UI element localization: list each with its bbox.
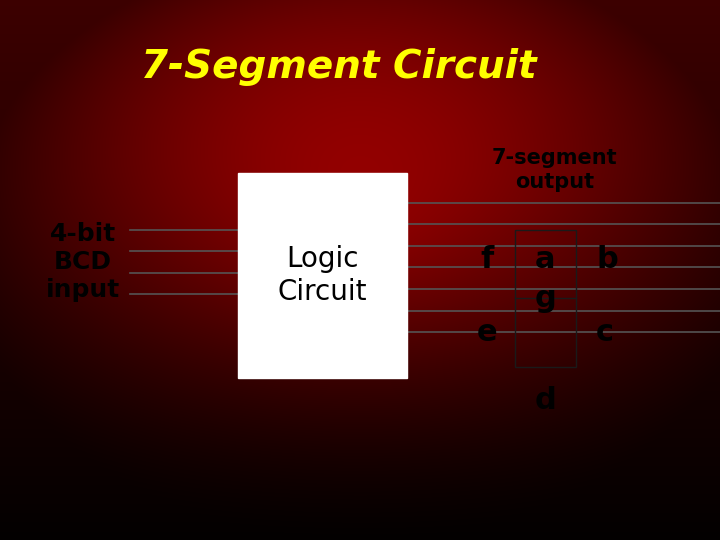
Text: g: g [534,284,557,313]
Text: 7-Segment Circuit: 7-Segment Circuit [140,49,536,86]
Text: 4-bit
BCD
input: 4-bit BCD input [45,222,120,302]
Bar [515,230,576,367]
Text: c: c [596,318,614,347]
Text: b: b [596,245,618,274]
Text: f: f [481,245,494,274]
Text: d: d [534,386,557,415]
Text: Logic
Circuit: Logic Circuit [277,245,367,306]
Text: 7-segment
output: 7-segment output [492,148,617,192]
Text: e: e [477,318,498,347]
Text: a: a [535,245,556,274]
Bar [238,173,407,378]
